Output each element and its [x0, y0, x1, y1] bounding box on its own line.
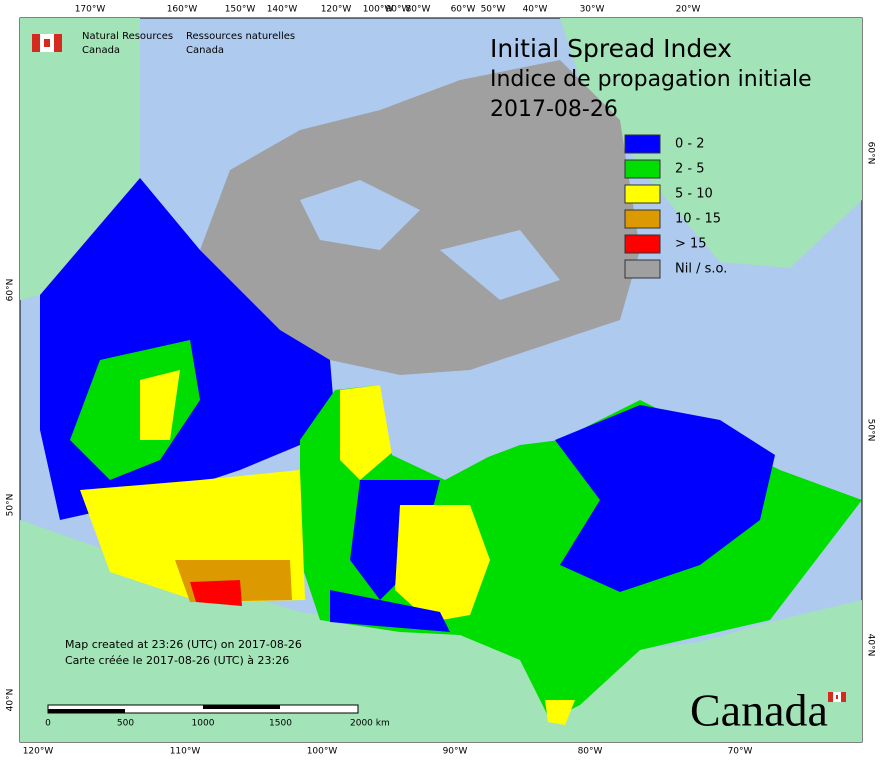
legend-label: 5 - 10: [675, 187, 713, 202]
graticule-label: 150°W: [225, 5, 256, 15]
graticule-label: 20°W: [676, 5, 701, 15]
graticule-label: 60°N: [6, 279, 16, 302]
wordmark-flag: [828, 692, 846, 702]
graticule-label: 50°W: [481, 5, 506, 15]
land: [20, 18, 862, 742]
org-text: Canada: [82, 45, 120, 56]
legend-label: 2 - 5: [675, 162, 705, 177]
graticule-label: 40°N: [866, 634, 876, 657]
title: Indice de propagation initiale: [490, 67, 812, 92]
graticule-label: 40°N: [6, 689, 16, 712]
org-text: Canada: [186, 45, 224, 56]
org-text: Ressources naturelles: [186, 31, 295, 42]
graticule-label: 90°W: [443, 747, 468, 757]
graticule-label: 60°N: [866, 142, 876, 165]
scale-label: 2000 km: [350, 719, 390, 729]
wordmark: Canada: [690, 685, 828, 736]
legend-label: 0 - 2: [675, 137, 705, 152]
graticule-label: 70°W: [728, 747, 753, 757]
graticule-label: 160°W: [167, 5, 198, 15]
graticule-label: 30°W: [580, 5, 605, 15]
legend-label: Nil / s.o.: [675, 262, 727, 277]
scale-label: 1000: [192, 719, 215, 729]
legend-swatch: [624, 159, 661, 179]
graticule-label: 100°W: [307, 747, 338, 757]
graticule-label: 170°W: [75, 5, 106, 15]
graticule-label: 140°W: [267, 5, 298, 15]
graticule-label: 90°W: [386, 5, 411, 15]
logo-flag: [32, 34, 62, 52]
legend-swatch: [624, 234, 661, 254]
graticule-label: 100°W: [363, 5, 394, 15]
graticule-label: 50°N: [866, 419, 876, 442]
legend-swatch: [624, 259, 661, 279]
graticule-label: 40°W: [523, 5, 548, 15]
graticule-label: 110°W: [170, 747, 201, 757]
credit: Map created at 23:26 (UTC) on 2017-08-26: [65, 638, 302, 651]
graticule-label: 120°W: [321, 5, 352, 15]
scale-label: 0: [45, 719, 51, 729]
scale-label: 1500: [269, 719, 292, 729]
graticule-label: 80°W: [578, 747, 603, 757]
legend-swatch: [624, 134, 661, 154]
legend-label: > 15: [675, 237, 707, 252]
title: Initial Spread Index: [490, 34, 732, 63]
org-text: Natural Resources: [82, 31, 173, 42]
graticule-label: 60°W: [451, 5, 476, 15]
scale-bar: [47, 704, 359, 714]
legend-swatch: [624, 184, 661, 204]
graticule-label: 50°N: [6, 494, 16, 517]
legend-label: 10 - 15: [675, 212, 721, 227]
graticule-label: 80°W: [406, 5, 431, 15]
scale-label: 500: [117, 719, 134, 729]
legend-swatch: [624, 209, 661, 229]
credit: Carte créée le 2017-08-26 (UTC) à 23:26: [65, 654, 289, 667]
graticule-label: 120°W: [23, 747, 54, 757]
title: 2017-08-26: [490, 97, 618, 122]
